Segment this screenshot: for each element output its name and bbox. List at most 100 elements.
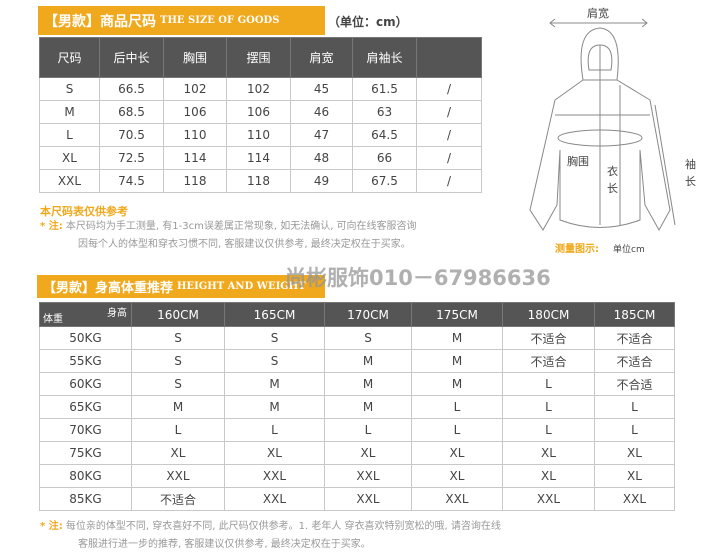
note-label: * 注: [40, 221, 63, 232]
recommend-banner: 【男款】身高体重推荐 HEIGHT AND WEIGHT [37, 275, 325, 298]
column-header: 160CM [131, 302, 225, 327]
column-header: 后中长 [99, 37, 164, 78]
table-row: M 68.5 106 106 46 63/ [39, 100, 482, 124]
jacket-diagram: 肩宽 胸围 衣 长 袖 长 测量图示: 单位cm [529, 6, 696, 255]
banner-title: 【男款】身高体重推荐 [43, 281, 174, 296]
chest-label: 胸围 [567, 154, 589, 168]
table-cell: S [324, 326, 412, 350]
table-cell: 75KG [39, 441, 132, 465]
table-cell: 110 [163, 123, 227, 147]
column-header: 胸围 [163, 37, 227, 78]
table-cell: L [502, 372, 595, 396]
length-label: 长 [607, 182, 618, 195]
table-cell: S [131, 349, 225, 373]
table-row: 85KG 不适合 XXL XXL XXL XXL XXL [39, 487, 675, 511]
table-cell: 118 [163, 169, 227, 193]
table-row: XL 72.5 114 114 48 66/ [39, 146, 482, 170]
table-cell: XXL [411, 487, 503, 511]
table-row: 55KG S S M M 不适合 不适合 [39, 349, 675, 373]
table-cell: XXL [502, 487, 595, 511]
table-cell: XXL [131, 464, 225, 488]
table-cell: 106 [163, 100, 227, 124]
size-table-banner: 【男款】商品尺码 THE SIZE OF GOODS [38, 6, 325, 35]
table-row: 70KG L L L L L L [39, 418, 675, 442]
table-cell: 66.5 [99, 77, 164, 101]
table-cell: XXL [594, 487, 675, 511]
watermark: 尚彬服饰010－67986636 [285, 266, 551, 290]
table-cell: M [411, 326, 503, 350]
table-cell: L [594, 395, 675, 419]
table-cell: 102 [226, 77, 291, 101]
caption-unit: 单位cm [613, 243, 645, 255]
table-cell: L [224, 418, 325, 442]
column-header: 肩袖长 [352, 37, 417, 78]
height-label: 身高 [107, 308, 127, 319]
table-cell: / [416, 146, 482, 170]
sleeve-label: 长 [685, 175, 696, 188]
table-cell: 不适合 [131, 487, 225, 511]
table-cell: 102 [163, 77, 227, 101]
table-cell: M [324, 349, 412, 373]
table-cell: 60KG [39, 372, 132, 396]
table-cell: XL [324, 441, 412, 465]
table-cell: 50KG [39, 326, 132, 350]
table-cell: / [416, 77, 482, 101]
banner-subtitle: HEIGHT AND WEIGHT [177, 281, 306, 292]
table-cell: 80KG [39, 464, 132, 488]
column-header: 180CM [502, 302, 595, 327]
table-cell: XL [502, 464, 595, 488]
table-row: 65KG M M M L L L [39, 395, 675, 419]
table-cell: XXL [224, 464, 325, 488]
table-cell: 72.5 [99, 146, 164, 170]
unit-label: （单位：cm） [328, 15, 408, 29]
caption-label: 测量图示: [555, 242, 599, 255]
table-cell: 不适合 [594, 349, 675, 373]
note-line: 因每个人的体型和穿衣习惯不同, 客服建议仅供参考, 最终决定权在于买家。 [78, 239, 411, 250]
table-cell: L [502, 395, 595, 419]
table-row: 60KG S M M M L 不合适 [39, 372, 675, 396]
sleeve-label: 袖 [685, 157, 696, 171]
table-cell: 不适合 [502, 326, 595, 350]
table-cell: / [416, 100, 482, 124]
table-cell: L [594, 418, 675, 442]
table-cell: M [411, 349, 503, 373]
table-cell: XL [594, 464, 675, 488]
table-cell: XL [411, 464, 503, 488]
size-note: * 注: 本尺码均为手工测量, 有1-3cm误差属正常现象, 如无法确认, 可向… [40, 218, 417, 254]
table-cell: M [39, 100, 100, 124]
table-cell: 48 [290, 146, 353, 170]
table-row: 75KG XL XL XL XL XL XL [39, 441, 675, 465]
table-cell: XL [502, 441, 595, 465]
table-cell: L [131, 418, 225, 442]
size-table: 尺码 后中长 胸围 摆围 肩宽 肩袖长 S 66.5 102 102 45 61.5/M 68.5 106… [39, 37, 482, 193]
table-cell: 45 [290, 77, 353, 101]
table-cell: 66 [352, 146, 417, 170]
table-cell: 106 [226, 100, 291, 124]
banner-subtitle: THE SIZE OF GOODS [160, 15, 280, 26]
length-label: 衣 [607, 164, 618, 178]
table-row: 80KG XXL XXL XXL XL XL XL [39, 464, 675, 488]
banner-title: 【男款】商品尺码 [44, 13, 156, 30]
table-cell: XL [39, 146, 100, 170]
shoulder-label: 肩宽 [587, 6, 609, 20]
table-cell: 114 [226, 146, 291, 170]
table-cell: XL [411, 441, 503, 465]
column-header [416, 37, 482, 78]
table-cell: 118 [226, 169, 291, 193]
table-cell: XXL [324, 464, 412, 488]
table-cell: L [324, 418, 412, 442]
table-cell: S [224, 349, 325, 373]
table-cell: S [224, 326, 325, 350]
table-cell: 不合适 [594, 372, 675, 396]
table-cell: 70KG [39, 418, 132, 442]
table-cell: XL [131, 441, 225, 465]
table-cell: M [224, 372, 325, 396]
table-cell: S [131, 372, 225, 396]
table-cell: M [411, 372, 503, 396]
table-cell: 114 [163, 146, 227, 170]
table-cell: / [416, 169, 482, 193]
table-cell: 65KG [39, 395, 132, 419]
table-cell: 68.5 [99, 100, 164, 124]
table-cell: XXL [224, 487, 325, 511]
table-cell: 不适合 [594, 326, 675, 350]
